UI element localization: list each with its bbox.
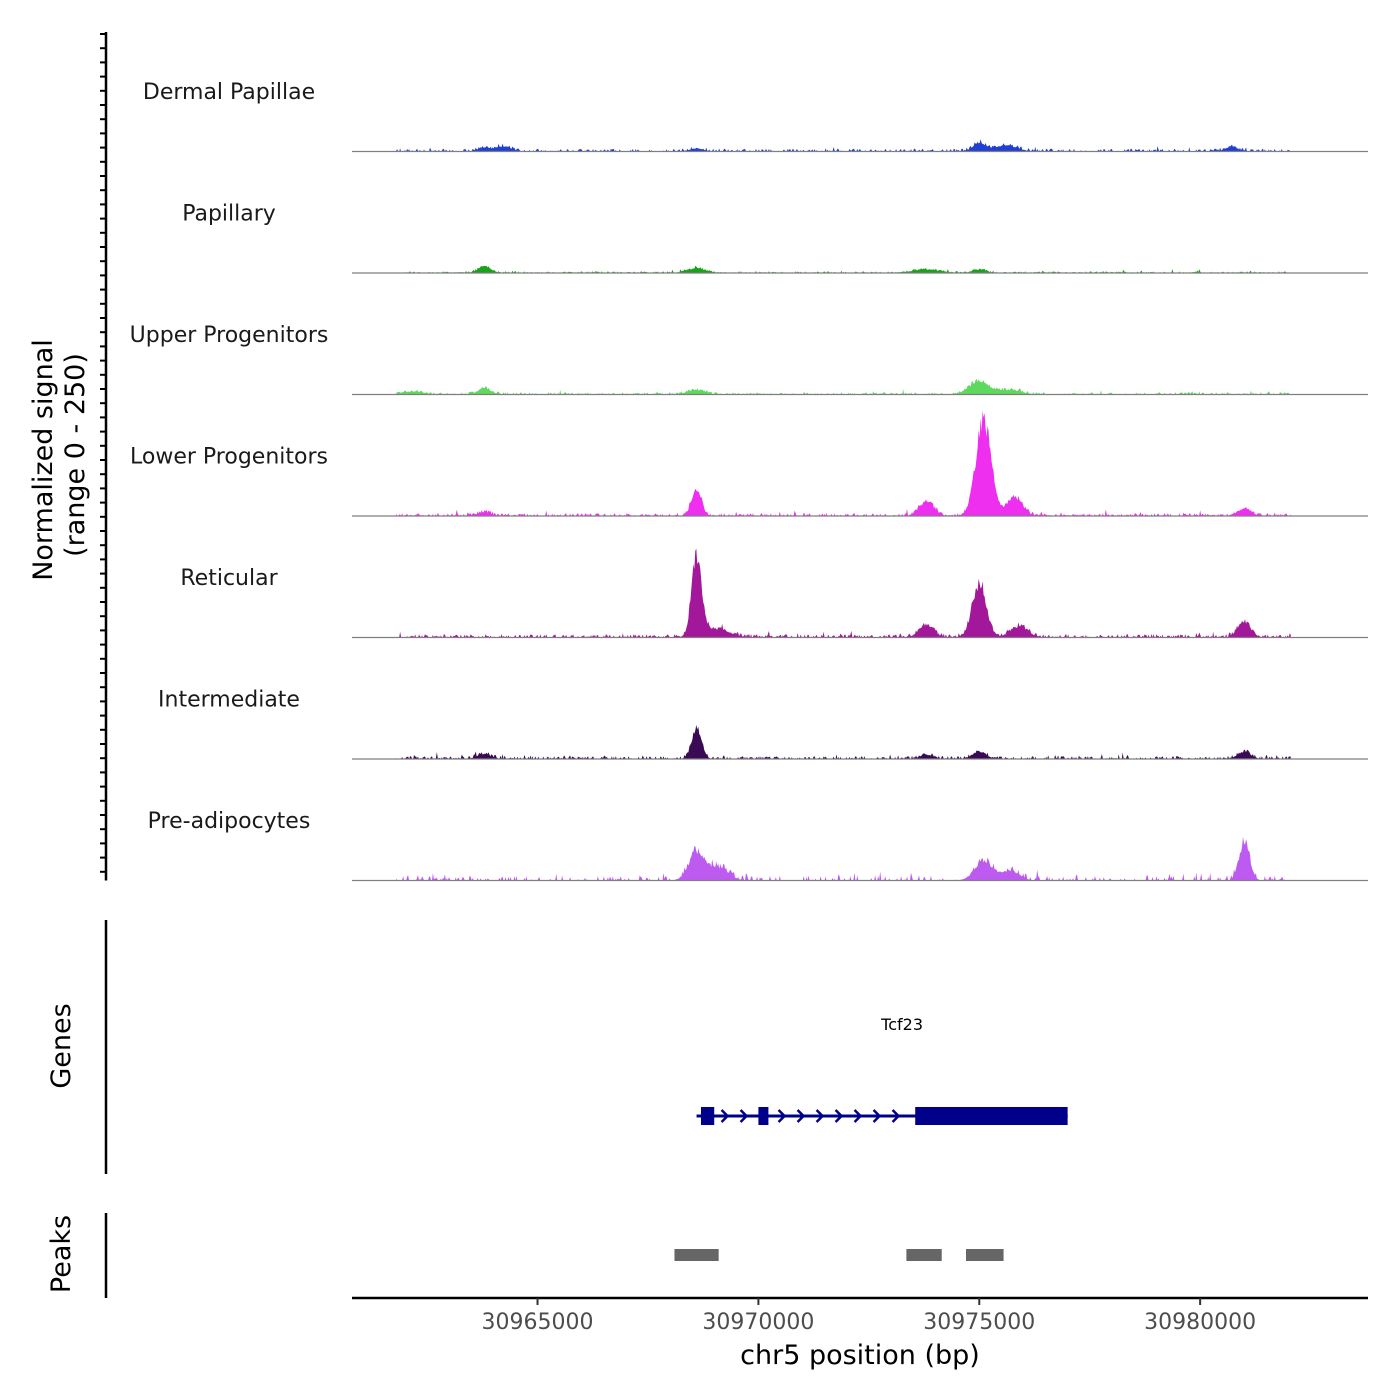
track-dermal-papillae: Dermal Papillae bbox=[143, 80, 1368, 153]
y-axis-title: Normalized signal bbox=[28, 339, 59, 581]
x-tick-label: 30965000 bbox=[482, 1310, 594, 1335]
exon bbox=[758, 1107, 769, 1125]
x-tick-label: 30970000 bbox=[702, 1310, 814, 1335]
track-upper-progenitors: Upper Progenitors bbox=[130, 323, 1368, 396]
strand-arrow bbox=[853, 1109, 863, 1123]
signal-area bbox=[396, 265, 1291, 273]
signal-area bbox=[396, 548, 1291, 638]
track-reticular: Reticular bbox=[180, 548, 1368, 639]
track-pre-adipocytes: Pre-adipocytes bbox=[148, 809, 1368, 882]
signal-area bbox=[396, 378, 1291, 395]
x-axis-title: chr5 position (bp) bbox=[740, 1340, 980, 1371]
strand-arrow bbox=[834, 1109, 844, 1123]
track-label: Intermediate bbox=[158, 688, 300, 713]
x-tick-label: 30975000 bbox=[923, 1310, 1035, 1335]
peak-region bbox=[906, 1249, 942, 1261]
track-papillary: Papillary bbox=[182, 202, 1368, 274]
peak-region bbox=[674, 1249, 719, 1261]
track-label: Lower Progenitors bbox=[130, 445, 328, 470]
strand-arrow bbox=[891, 1109, 901, 1123]
gene-name-label: Tcf23 bbox=[880, 1015, 923, 1034]
x-tick-label: 30980000 bbox=[1144, 1310, 1256, 1335]
signal-area bbox=[396, 836, 1291, 881]
track-label: Pre-adipocytes bbox=[148, 809, 311, 834]
peak-region bbox=[966, 1249, 1004, 1261]
signal-area bbox=[396, 724, 1291, 759]
track-label: Papillary bbox=[182, 202, 276, 227]
peaks-track-title: Peaks bbox=[46, 1215, 77, 1293]
strand-arrow bbox=[815, 1109, 825, 1123]
exon bbox=[700, 1107, 715, 1125]
track-intermediate: Intermediate bbox=[158, 688, 1368, 760]
signal-area bbox=[396, 139, 1291, 152]
y-axis-range: (range 0 - 250) bbox=[60, 353, 91, 557]
strand-arrow bbox=[720, 1109, 730, 1123]
track-label: Reticular bbox=[180, 566, 278, 591]
strand-arrow bbox=[777, 1109, 787, 1123]
strand-arrow bbox=[739, 1109, 749, 1123]
strand-arrow bbox=[796, 1109, 806, 1123]
exon bbox=[915, 1107, 1068, 1125]
genes-track-title: Genes bbox=[46, 1003, 77, 1088]
plot-area: Dermal Papillae Papillary Upper Progenitor… bbox=[100, 32, 1368, 1335]
gene-tcf23: Tcf23 bbox=[696, 1015, 1068, 1125]
track-label: Dermal Papillae bbox=[143, 80, 315, 105]
track-label: Upper Progenitors bbox=[130, 323, 329, 348]
strand-arrow bbox=[872, 1109, 882, 1123]
signal-area bbox=[396, 410, 1291, 516]
track-lower-progenitors: Lower Progenitors bbox=[130, 410, 1368, 517]
